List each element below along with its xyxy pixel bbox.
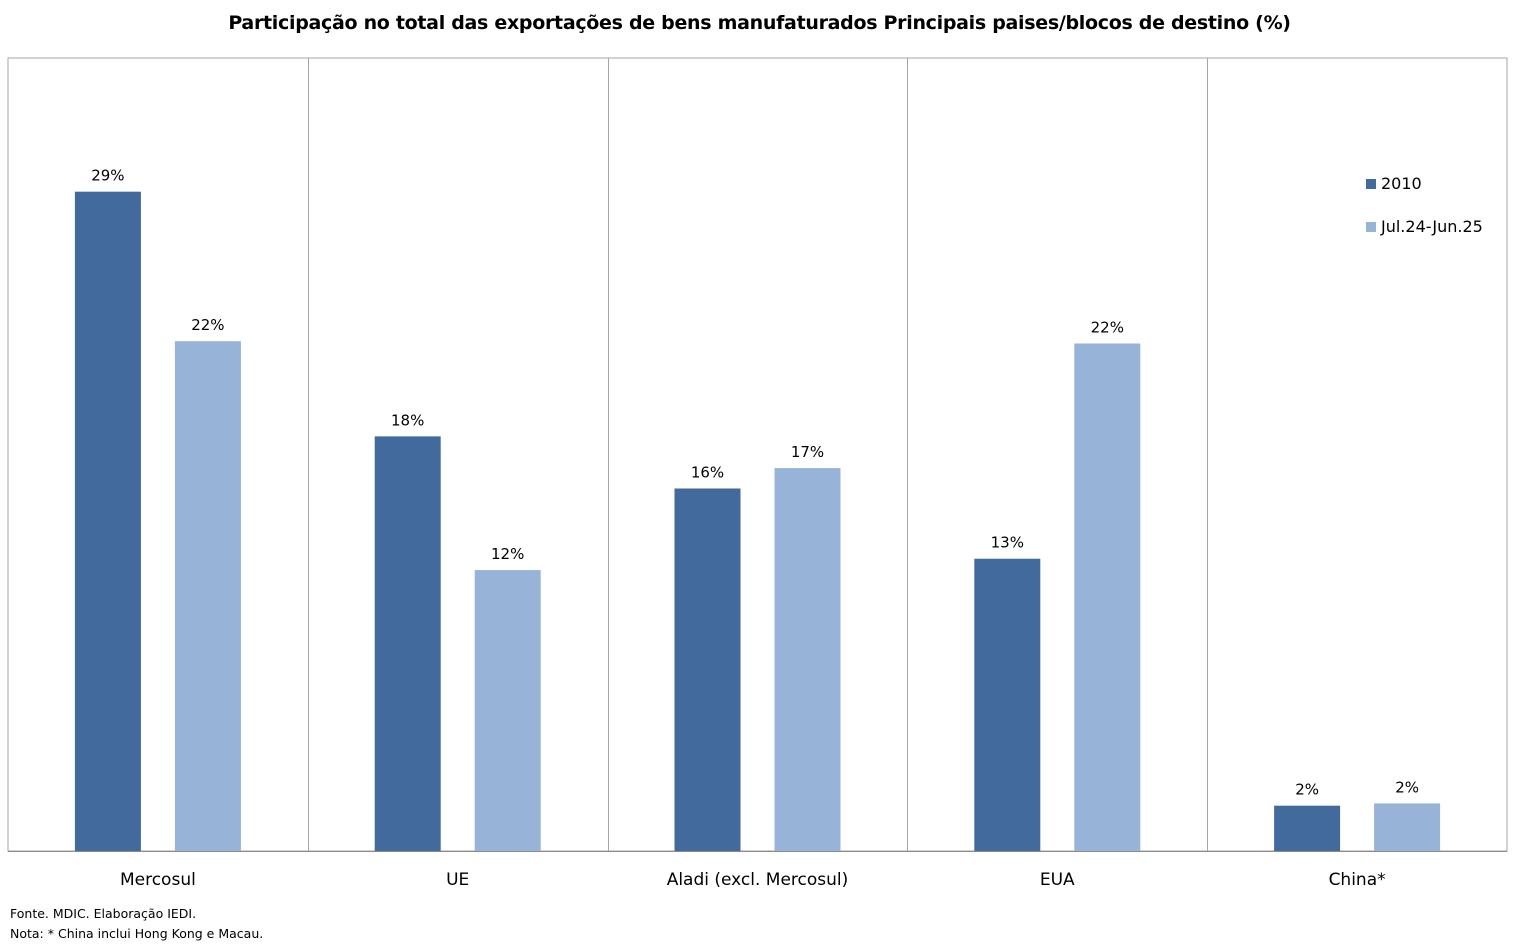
chart-title: Participação no total das exportações de… xyxy=(228,12,1291,34)
data-label: 22% xyxy=(1091,318,1124,336)
data-label: 2% xyxy=(1395,778,1419,796)
bar xyxy=(774,468,841,851)
x-tick-label: EUA xyxy=(1040,870,1075,890)
data-label: 29% xyxy=(91,167,124,185)
data-label: 13% xyxy=(991,534,1024,552)
data-label: 16% xyxy=(691,463,724,481)
legend-swatch xyxy=(1366,179,1376,189)
x-tick-label: UE xyxy=(446,870,469,890)
bar xyxy=(674,488,741,851)
data-label: 18% xyxy=(391,411,424,429)
x-tick-label: Aladi (excl. Mercosul) xyxy=(667,870,849,890)
legend-label: Jul.24-Jun.25 xyxy=(1380,217,1483,236)
bar xyxy=(1274,805,1341,851)
source-note: Fonte. MDIC. Elaboração IEDI. xyxy=(10,906,197,921)
bar xyxy=(74,191,141,852)
bar xyxy=(474,570,541,851)
bar xyxy=(1374,803,1441,851)
data-label: 12% xyxy=(491,545,524,563)
legend-label: 2010 xyxy=(1381,174,1422,193)
data-label: 17% xyxy=(791,443,824,461)
data-label: 2% xyxy=(1295,781,1319,799)
bar xyxy=(174,341,241,851)
x-tick-label: Mercosul xyxy=(120,870,196,890)
data-label: 22% xyxy=(191,316,224,334)
legend-swatch xyxy=(1366,222,1376,232)
footnote: Nota: * China inclui Hong Kong e Macau. xyxy=(10,926,264,941)
bar xyxy=(1074,343,1141,851)
x-tick-label: China* xyxy=(1329,870,1386,890)
bar xyxy=(974,558,1041,851)
bar xyxy=(374,436,441,851)
